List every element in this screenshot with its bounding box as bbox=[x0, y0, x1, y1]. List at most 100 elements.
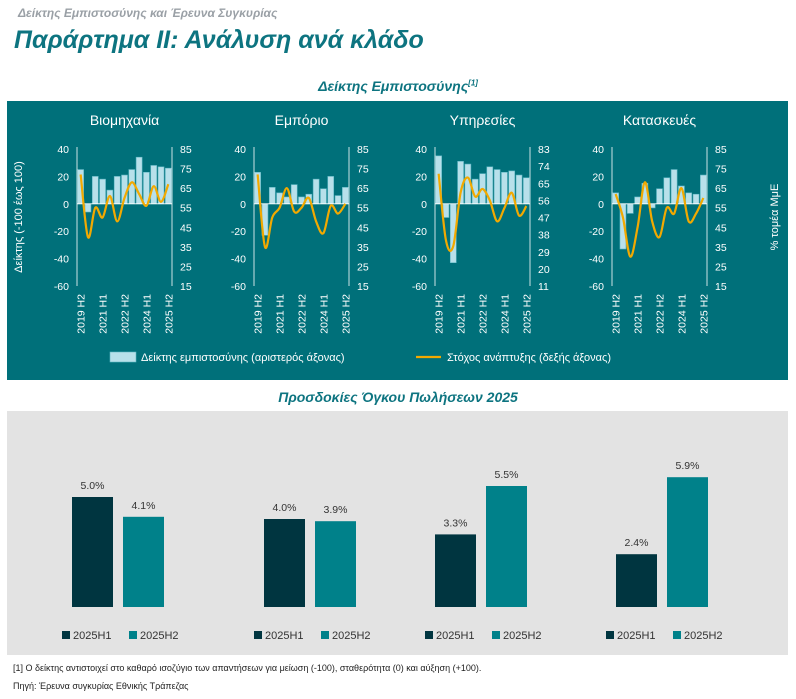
right-tick-label: 65 bbox=[715, 183, 727, 195]
left-tick-label: 20 bbox=[592, 171, 604, 183]
right-tick-label: 25 bbox=[180, 261, 192, 273]
data-label: 5.9% bbox=[676, 460, 700, 472]
legend-bar-label: Δείκτης εμπιστοσύνης (αριστερός άξονας) bbox=[141, 352, 345, 364]
legend-label-2025h2: 2025H2 bbox=[503, 630, 542, 642]
bar-2025h2 bbox=[667, 477, 708, 607]
legend-label-2025h2: 2025H2 bbox=[332, 630, 371, 642]
x-tick-label: 2022 H2 bbox=[120, 294, 132, 334]
left-tick-label: -20 bbox=[231, 226, 246, 238]
legend-swatch-2025h1 bbox=[606, 631, 614, 639]
bar-2025h2 bbox=[315, 521, 356, 607]
right-tick-label: 65 bbox=[357, 183, 369, 195]
x-tick-label: 2025 H2 bbox=[698, 294, 710, 334]
left-tick-label: 20 bbox=[57, 171, 69, 183]
right-tick-label: 45 bbox=[180, 222, 192, 234]
legend-swatch-2025h2 bbox=[321, 631, 329, 639]
legend-label-2025h1: 2025H1 bbox=[436, 630, 475, 642]
confidence-bar bbox=[663, 177, 671, 205]
right-tick-label: 20 bbox=[538, 264, 550, 276]
right-tick-label: 74 bbox=[538, 161, 550, 173]
confidence-bar bbox=[656, 188, 663, 205]
right-tick-label: 75 bbox=[357, 164, 369, 176]
confidence-panel: Βιομηχανία 40 20 0 -20 -40 -60 85 75 65 55 45 35 25 15… bbox=[7, 101, 788, 380]
confidence-bar bbox=[493, 169, 501, 205]
confidence-bar bbox=[99, 178, 106, 205]
right-tick-label: 15 bbox=[357, 281, 369, 293]
confidence-bar bbox=[113, 176, 121, 205]
confidence-bar bbox=[84, 203, 92, 213]
confidence-bar bbox=[320, 188, 327, 205]
confidence-bar bbox=[342, 187, 349, 205]
data-label: 5.5% bbox=[495, 469, 519, 481]
right-tick-label: 35 bbox=[357, 242, 369, 254]
legend-label-2025h1: 2025H1 bbox=[617, 630, 656, 642]
bar-2025h2 bbox=[123, 516, 164, 607]
confidence-section-title: Δείκτης Εμπιστοσύνης[1] bbox=[0, 78, 796, 94]
legend-label-2025h2: 2025H2 bbox=[684, 630, 723, 642]
confidence-bar bbox=[501, 171, 508, 205]
source-note: Πηγή: Έρευνα συγκυρίας Εθνικής Τράπεζας bbox=[13, 681, 189, 691]
confidence-bar bbox=[150, 165, 158, 205]
x-tick-label: 2025 H2 bbox=[340, 294, 352, 334]
confidence-bar bbox=[327, 176, 335, 205]
growth-target-line bbox=[79, 174, 170, 239]
left-tick-label: 40 bbox=[234, 144, 246, 156]
right-tick-label: 85 bbox=[180, 144, 192, 156]
right-tick-label: 85 bbox=[715, 144, 727, 156]
confidence-bar bbox=[268, 187, 276, 205]
x-tick-label: 2024 H1 bbox=[499, 294, 511, 334]
confidence-bar bbox=[626, 203, 634, 214]
x-tick-label: 2022 H2 bbox=[478, 294, 490, 334]
footnote-ref: [1] bbox=[468, 78, 478, 88]
right-tick-label: 25 bbox=[715, 261, 727, 273]
legend-label-2025h1: 2025H1 bbox=[265, 630, 304, 642]
x-tick-label: 2021 H1 bbox=[633, 294, 645, 334]
right-tick-label: 35 bbox=[715, 242, 727, 254]
legend-line-label: Στόχος ανάπτυξης (δεξής άξονας) bbox=[447, 352, 611, 364]
left-tick-label: 0 bbox=[240, 199, 246, 211]
right-tick-label: 38 bbox=[538, 230, 550, 242]
left-tick-label: 0 bbox=[421, 199, 427, 211]
data-label: 4.0% bbox=[273, 502, 297, 514]
x-tick-label: 2019 H2 bbox=[253, 294, 265, 334]
right-tick-label: 11 bbox=[538, 281, 549, 293]
left-axis-title: Δείκτης (-100 έως 100) bbox=[13, 161, 25, 273]
right-tick-label: 47 bbox=[538, 213, 550, 225]
right-tick-label: 35 bbox=[180, 242, 192, 254]
right-axis-title: % τομέα ΜμΕ bbox=[769, 184, 781, 251]
x-tick-label: 2024 H1 bbox=[676, 294, 688, 334]
legend-bar-swatch bbox=[109, 351, 137, 363]
x-tick-label: 2019 H2 bbox=[611, 294, 623, 334]
left-tick-label: -60 bbox=[589, 281, 604, 293]
x-tick-label: 2021 H1 bbox=[98, 294, 110, 334]
bar-2025h2 bbox=[486, 486, 527, 607]
legend-swatch-2025h1 bbox=[62, 631, 70, 639]
right-tick-label: 85 bbox=[357, 144, 369, 156]
x-tick-label: 2025 H2 bbox=[521, 294, 533, 334]
right-tick-label: 45 bbox=[357, 222, 369, 234]
x-tick-label: 2024 H1 bbox=[318, 294, 330, 334]
right-tick-label: 45 bbox=[715, 222, 727, 234]
bar-2025h1 bbox=[616, 554, 657, 607]
left-tick-label: -20 bbox=[589, 226, 604, 238]
panel-title-1: Εμπόριο bbox=[275, 112, 329, 128]
sales-chart: 5.0% 4.1% 2025H1 2025H2 4.0% 3.9% 2025H1 2025H2… bbox=[62, 460, 723, 642]
left-tick-label: -20 bbox=[54, 226, 69, 238]
right-tick-label: 83 bbox=[538, 144, 550, 156]
right-tick-label: 75 bbox=[715, 164, 727, 176]
confidence-bar bbox=[91, 176, 99, 205]
left-tick-label: -40 bbox=[589, 254, 604, 266]
sales-section-title: Προσδοκίες Όγκου Πωλήσεων 2025 bbox=[278, 389, 518, 405]
x-tick-label: 2019 H2 bbox=[434, 294, 446, 334]
growth-target-line bbox=[256, 174, 347, 250]
panel-title-0: Βιομηχανία bbox=[90, 112, 159, 128]
sales-panel: 5.0% 4.1% 2025H1 2025H2 4.0% 3.9% 2025H1 2025H2… bbox=[7, 411, 788, 655]
x-tick-label: 2022 H2 bbox=[297, 294, 309, 334]
data-label: 5.0% bbox=[81, 480, 105, 492]
x-tick-label: 2021 H1 bbox=[275, 294, 287, 334]
right-tick-label: 29 bbox=[538, 247, 550, 259]
x-tick-label: 2025 H2 bbox=[163, 294, 175, 334]
confidence-title-text: Δείκτης Εμπιστοσύνης bbox=[318, 78, 469, 94]
confidence-charts: Βιομηχανία 40 20 0 -20 -40 -60 85 75 65 55 45 35 25 15… bbox=[13, 112, 781, 364]
legend-swatch-2025h1 bbox=[425, 631, 433, 639]
